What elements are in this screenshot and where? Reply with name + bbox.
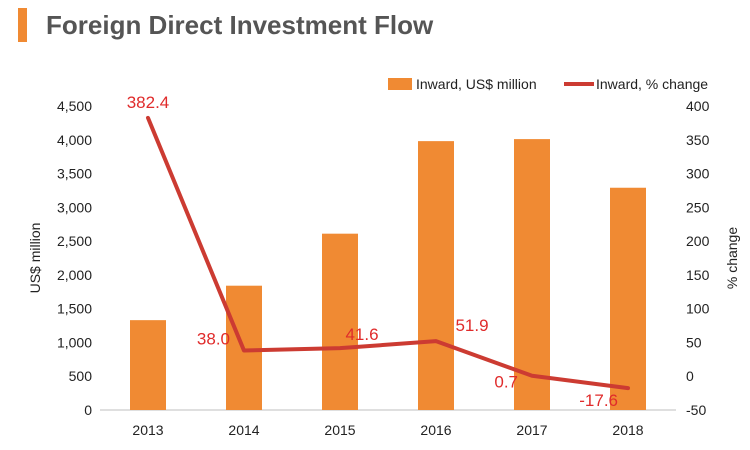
data-label-2018: -17.6	[579, 391, 618, 410]
page-title: Foreign Direct Investment Flow	[46, 10, 434, 40]
y2-axis-title: % change	[724, 227, 740, 289]
y-axis-title: US$ million	[27, 223, 43, 294]
data-label-2017: 0.7	[494, 373, 518, 392]
y2-tick-label: 150	[686, 267, 710, 283]
x-tick-label: 2018	[612, 422, 643, 438]
title-accent-bar	[18, 8, 27, 42]
bar-2013	[130, 320, 166, 410]
legend-label-bar: Inward, US$ million	[416, 76, 537, 92]
y2-tick-label: 200	[686, 233, 710, 249]
x-tick-label: 2015	[324, 422, 355, 438]
y-tick-label: 3,500	[57, 166, 92, 182]
y-tick-label: 3,000	[57, 199, 92, 215]
x-tick-label: 2017	[516, 422, 547, 438]
y2-tick-label: 250	[686, 199, 710, 215]
y-tick-label: 2,000	[57, 267, 92, 283]
y2-tick-label: 50	[686, 334, 702, 350]
y-tick-label: 4,000	[57, 132, 92, 148]
y2-tick-label: 0	[686, 368, 694, 384]
bar-2015	[322, 233, 358, 410]
data-label-2013: 382.4	[127, 93, 170, 112]
legend-swatch-bar	[388, 78, 412, 90]
data-label-2014: 38.0	[197, 330, 230, 349]
y2-tick-label: -50	[686, 402, 706, 418]
line-series-pct-change	[146, 115, 630, 391]
y2-tick-label: 300	[686, 166, 710, 182]
y-tick-label: 0	[84, 402, 92, 418]
bar-2018	[610, 187, 646, 410]
bar-2016	[418, 141, 454, 410]
x-tick-label: 2014	[228, 422, 259, 438]
y2-tick-label: 100	[686, 301, 710, 317]
legend-label-line: Inward, % change	[596, 76, 708, 92]
bar-2017	[514, 139, 550, 410]
y-tick-label: 500	[69, 368, 93, 384]
y2-tick-label: 350	[686, 132, 710, 148]
data-label-2015: 41.6	[345, 325, 378, 344]
y-tick-label: 2,500	[57, 233, 92, 249]
y2-tick-label: 400	[686, 98, 710, 114]
y-tick-label: 1,500	[57, 301, 92, 317]
y-tick-label: 1,000	[57, 334, 92, 350]
data-label-2016: 51.9	[455, 316, 488, 335]
y-tick-label: 4,500	[57, 98, 92, 114]
x-tick-label: 2013	[132, 422, 163, 438]
x-tick-label: 2016	[420, 422, 451, 438]
